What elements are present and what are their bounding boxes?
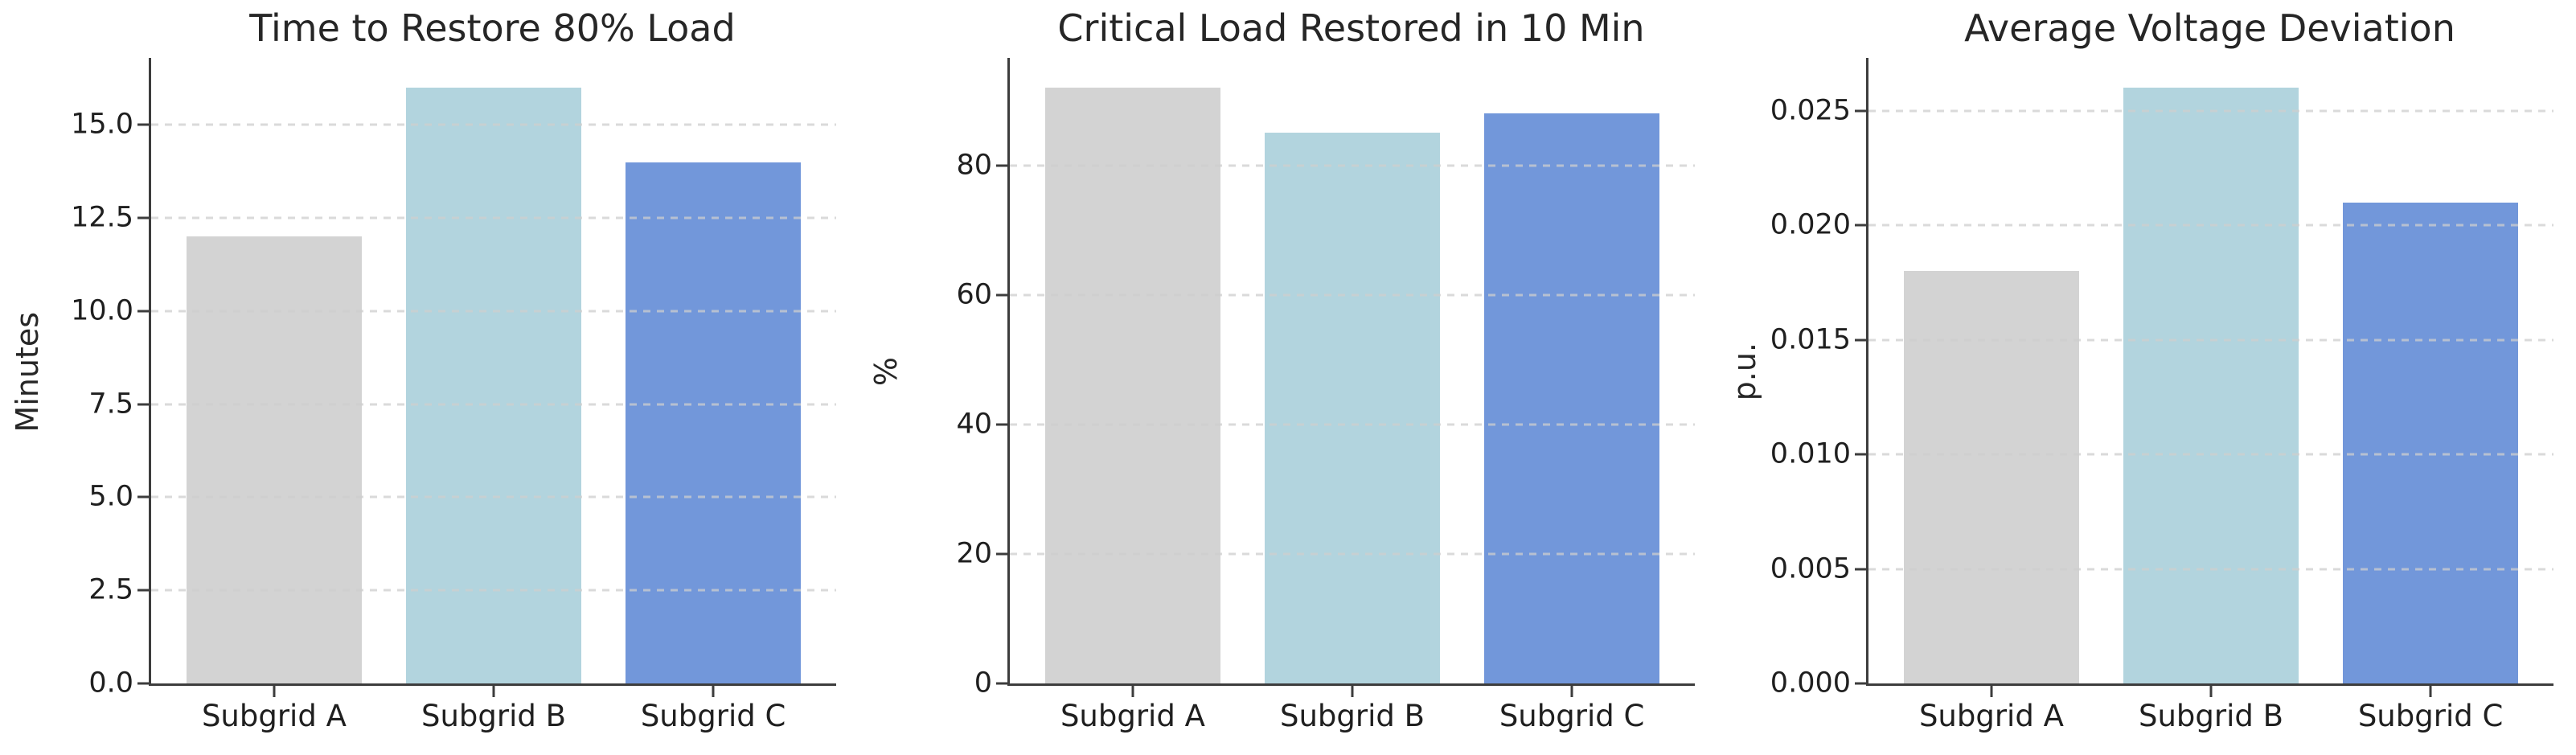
x-tick-mark [2429,686,2432,697]
bar-subgrid-c [2342,202,2519,683]
y-tick-mark [996,423,1007,426]
y-tick-label: 7.5 [88,388,133,421]
chart-title: Critical Load Restored in 10 Min [1057,6,1645,50]
y-tick-mark [137,216,149,220]
x-tick-mark [1570,686,1573,697]
y-tick-mark [137,310,149,313]
chart-panel-critical-load: Critical Load Restored in 10 Min % 0 20 40… [859,0,1717,755]
bar-subgrid-b [405,88,582,683]
y-tick-mark [137,403,149,406]
y-tick-mark [137,589,149,592]
y-tick-label: 15.0 [71,108,133,141]
y-tick-label: 0 [974,667,992,700]
x-tick-mark [2209,686,2213,697]
x-tick-mark [1351,686,1354,697]
chart-panel-voltage-deviation: Average Voltage Deviation p.u. 0.000 0.00… [1717,0,2576,755]
chart-panel-time-to-restore: Time to Restore 80% Load Minutes 0.0 2.5 5… [0,0,859,755]
gridline [1868,109,2553,113]
x-tick-label: Subgrid B [1279,699,1425,733]
gridline [151,310,836,313]
gridline [1010,552,1695,556]
bar-subgrid-a [1903,271,2080,683]
y-tick-label: 0.000 [1770,667,1851,700]
y-axis-label: Minutes [10,311,45,433]
y-tick-label: 80 [956,149,992,182]
x-tick-mark [712,686,715,697]
y-tick-label: 2.5 [88,573,133,606]
x-tick-mark [273,686,276,697]
x-tick-label: Subgrid A [1918,699,2064,733]
y-tick-mark [137,123,149,126]
bar-subgrid-a [1044,88,1221,683]
y-tick-label: 0.015 [1770,323,1851,356]
y-axis-label-wrap: p.u. [1724,58,1766,686]
gridline [1868,568,2553,570]
y-tick-mark [1855,568,1866,570]
gridline [1868,339,2553,342]
y-tick-mark [137,495,149,499]
x-tick-label: Subgrid C [2357,699,2504,733]
plot-area: 0.0 2.5 5.0 7.5 10.0 12.5 15.0 Subgrid A Subgrid… [71,58,836,731]
y-tick-mark [1855,339,1866,342]
x-tick-label: Subgrid A [201,699,347,733]
y-tick-mark [1855,224,1866,227]
x-tick-label: Subgrid C [1499,699,1645,733]
y-axis-label: % [868,357,904,387]
chart-title: Average Voltage Deviation [1964,6,2455,50]
x-tick-mark [1990,686,1993,697]
y-tick-label: 60 [956,278,992,311]
gridline [151,589,836,592]
y-tick-mark [996,552,1007,556]
plot-area: 0 20 40 60 80 Subgrid A Subgrid B Subgrid C [956,58,1695,731]
gridline [1010,293,1695,297]
y-tick-mark [996,293,1007,297]
y-tick-label: 20 [956,537,992,570]
y-axis-label-wrap: % [865,58,907,686]
y-tick-label: 0.0 [88,667,133,700]
bar-subgrid-c [1483,113,1660,683]
y-tick-label: 0.020 [1770,208,1851,241]
x-tick-label: Subgrid A [1060,699,1205,733]
bar-subgrid-b [2123,88,2299,683]
gridline [1010,423,1695,426]
x-tick-label: Subgrid C [640,699,786,733]
y-tick-mark [1855,109,1866,113]
bar-subgrid-b [1264,133,1441,683]
gridline [1010,164,1695,167]
bar-subgrid-c [625,162,802,683]
y-tick-mark [137,682,149,685]
y-tick-label: 0.025 [1770,94,1851,127]
y-tick-label: 0.005 [1770,552,1851,585]
gridline [151,123,836,126]
gridline [151,403,836,406]
x-tick-label: Subgrid B [2138,699,2284,733]
gridline [1868,453,2553,456]
y-tick-mark [996,682,1007,685]
chart-title: Time to Restore 80% Load [249,6,736,50]
y-tick-label: 12.5 [71,201,133,234]
y-tick-label: 5.0 [88,480,133,513]
y-axis-label-wrap: Minutes [6,58,48,686]
gridline [151,216,836,220]
y-tick-label: 10.0 [71,294,133,327]
x-tick-mark [1131,686,1134,697]
y-tick-label: 40 [956,408,992,441]
gridline [1868,224,2553,227]
gridline [151,495,836,499]
plot-area: 0.000 0.005 0.010 0.015 0.020 0.025 Subgrid A S… [1770,58,2553,731]
y-tick-label: 0.010 [1770,437,1851,470]
y-tick-mark [1855,453,1866,456]
y-tick-mark [1855,682,1866,685]
y-tick-mark [996,164,1007,167]
y-axis-label: p.u. [1727,343,1762,401]
x-tick-label: Subgrid B [420,699,567,733]
bar-subgrid-a [186,236,363,683]
x-tick-mark [492,686,495,697]
